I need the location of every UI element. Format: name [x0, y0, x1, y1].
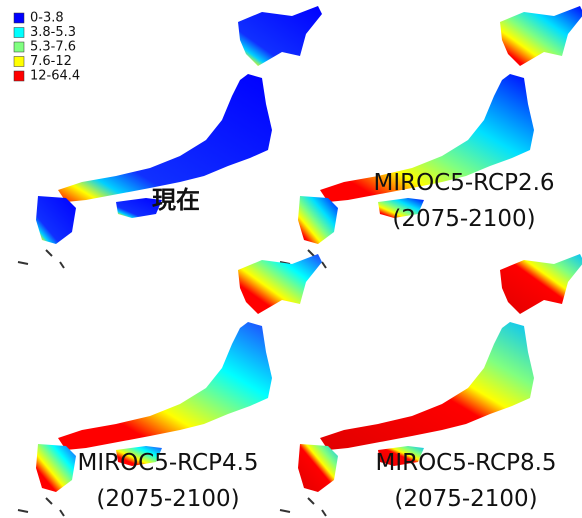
panel-label: MIROC5-RCP2.6 [373, 170, 554, 196]
legend-swatch [14, 57, 24, 67]
legend-label: 5.3-7.6 [30, 40, 76, 55]
legend-swatch [14, 42, 24, 52]
map-rcp85 [280, 254, 582, 516]
legend-label: 0-3.8 [30, 11, 64, 26]
legend-swatch [14, 13, 24, 23]
map-figure: 0-3.83.8-5.35.3-7.67.6-1212-64.4 現在 MIRO… [0, 0, 582, 518]
legend-swatch [14, 28, 24, 38]
panel-period: (2075-2100) [394, 486, 537, 512]
legend-swatch [14, 71, 24, 81]
panel-period: (2075-2100) [96, 486, 239, 512]
legend-label: 7.6-12 [30, 54, 72, 69]
legend-label: 12-64.4 [30, 69, 80, 84]
map-rcp45 [18, 254, 322, 516]
panel-label: MIROC5-RCP8.5 [375, 450, 556, 476]
panel-label: MIROC5-RCP4.5 [77, 450, 258, 476]
page: {"legend": {"items": [ {"label": "0-3.8"… [0, 0, 582, 518]
panel-label: 現在 [152, 186, 200, 214]
panel-period: (2075-2100) [392, 206, 535, 232]
legend-label: 3.8-5.3 [30, 25, 76, 40]
